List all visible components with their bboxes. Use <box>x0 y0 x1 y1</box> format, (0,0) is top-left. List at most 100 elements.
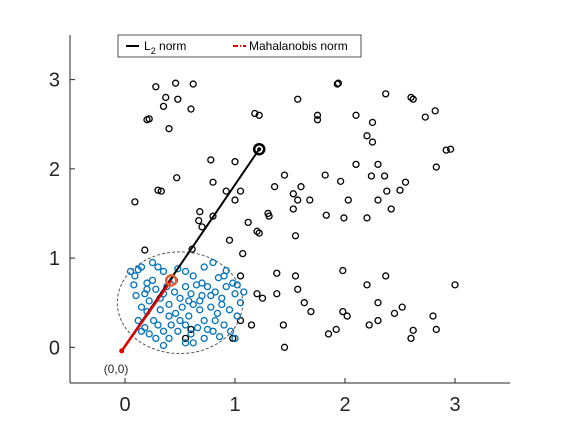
black-point <box>154 186 162 194</box>
black-point <box>332 325 340 334</box>
y-tick-label: 2 <box>49 159 60 181</box>
blue-point <box>130 281 138 289</box>
legend-box <box>117 34 362 58</box>
blue-point <box>126 267 135 276</box>
black-point <box>334 79 343 87</box>
black-point <box>432 325 440 334</box>
blue-point <box>236 299 245 307</box>
blue-point <box>203 325 212 334</box>
black-point <box>279 321 288 329</box>
origin-label: (0,0) <box>104 362 129 376</box>
black-point <box>336 177 345 185</box>
black-point <box>141 246 149 254</box>
blue-point <box>207 303 215 311</box>
black-point <box>313 116 322 124</box>
legend-l2-sub: 2 <box>151 46 156 56</box>
blue-point <box>189 300 197 309</box>
blue-point <box>181 339 190 347</box>
black-point <box>365 321 373 329</box>
blue-point <box>131 272 139 280</box>
black-point <box>294 196 302 204</box>
black-point <box>198 223 206 231</box>
blue-point <box>159 327 168 335</box>
black-point <box>374 160 382 169</box>
black-point <box>162 93 170 102</box>
black-point <box>390 309 399 318</box>
black-point <box>367 172 376 180</box>
blue-point <box>137 263 146 271</box>
black-point <box>131 198 139 206</box>
blue-point <box>231 334 239 343</box>
legend: L2 norm Mahalanobis norm <box>117 34 362 58</box>
legend-l2-rest: norm <box>156 39 187 53</box>
blue-point <box>220 321 228 329</box>
blue-point <box>148 258 157 267</box>
black-point <box>209 212 217 220</box>
black-point <box>322 211 330 219</box>
black-point <box>380 172 389 180</box>
mahalanobis-circle <box>116 251 244 355</box>
black-point <box>432 163 440 171</box>
blue-point <box>209 258 217 267</box>
black-point <box>273 290 281 298</box>
black-point <box>340 214 348 222</box>
black-point <box>321 171 329 179</box>
blue-point <box>211 288 219 296</box>
blue-point <box>187 290 195 298</box>
blue-point <box>176 294 184 302</box>
blue-point <box>233 281 241 289</box>
x-tick-label: 1 <box>229 394 240 416</box>
black-point <box>231 158 239 166</box>
blue-point <box>240 288 248 296</box>
black-point <box>442 146 450 154</box>
blue-point <box>145 330 153 338</box>
blue-point <box>215 332 224 341</box>
black-point <box>289 205 297 213</box>
points-layer <box>126 79 459 351</box>
blue-point <box>220 272 228 280</box>
blue-point <box>200 316 208 325</box>
blue-point <box>193 324 202 332</box>
black-point <box>280 171 289 179</box>
blue-point <box>181 267 190 276</box>
blue-point <box>213 309 222 318</box>
blue-point <box>152 334 160 343</box>
black-point <box>343 312 351 320</box>
black-point <box>294 95 302 103</box>
black-point <box>396 186 404 194</box>
y-tick-label: 1 <box>49 248 60 270</box>
black-point <box>300 299 308 307</box>
black-point <box>368 118 377 127</box>
black-point <box>401 178 410 186</box>
black-point <box>258 294 267 302</box>
x-tick-label: 2 <box>339 394 350 416</box>
blue-point <box>185 312 193 320</box>
blue-point <box>222 282 230 291</box>
black-point <box>231 196 239 204</box>
black-point <box>352 111 360 119</box>
blue-point <box>159 341 168 350</box>
black-point <box>174 95 182 103</box>
blue-point <box>159 267 168 276</box>
blue-point <box>181 321 190 329</box>
legend-l2-label: L2 norm <box>144 39 186 56</box>
blue-point <box>145 297 153 305</box>
black-point <box>244 218 252 227</box>
blue-point <box>200 263 208 271</box>
blue-point <box>137 327 146 335</box>
black-point <box>374 196 382 204</box>
black-point <box>157 187 165 195</box>
blue-point <box>154 321 162 329</box>
black-point <box>374 316 382 325</box>
y-tick-label: 0 <box>49 337 60 359</box>
blue-point <box>196 297 204 305</box>
circle-layer <box>116 251 244 355</box>
black-point <box>398 303 406 311</box>
black-point <box>255 111 263 119</box>
black-point <box>363 214 371 222</box>
black-point <box>374 299 382 307</box>
black-point <box>313 111 322 119</box>
blue-point <box>189 339 197 347</box>
black-point <box>352 160 360 169</box>
